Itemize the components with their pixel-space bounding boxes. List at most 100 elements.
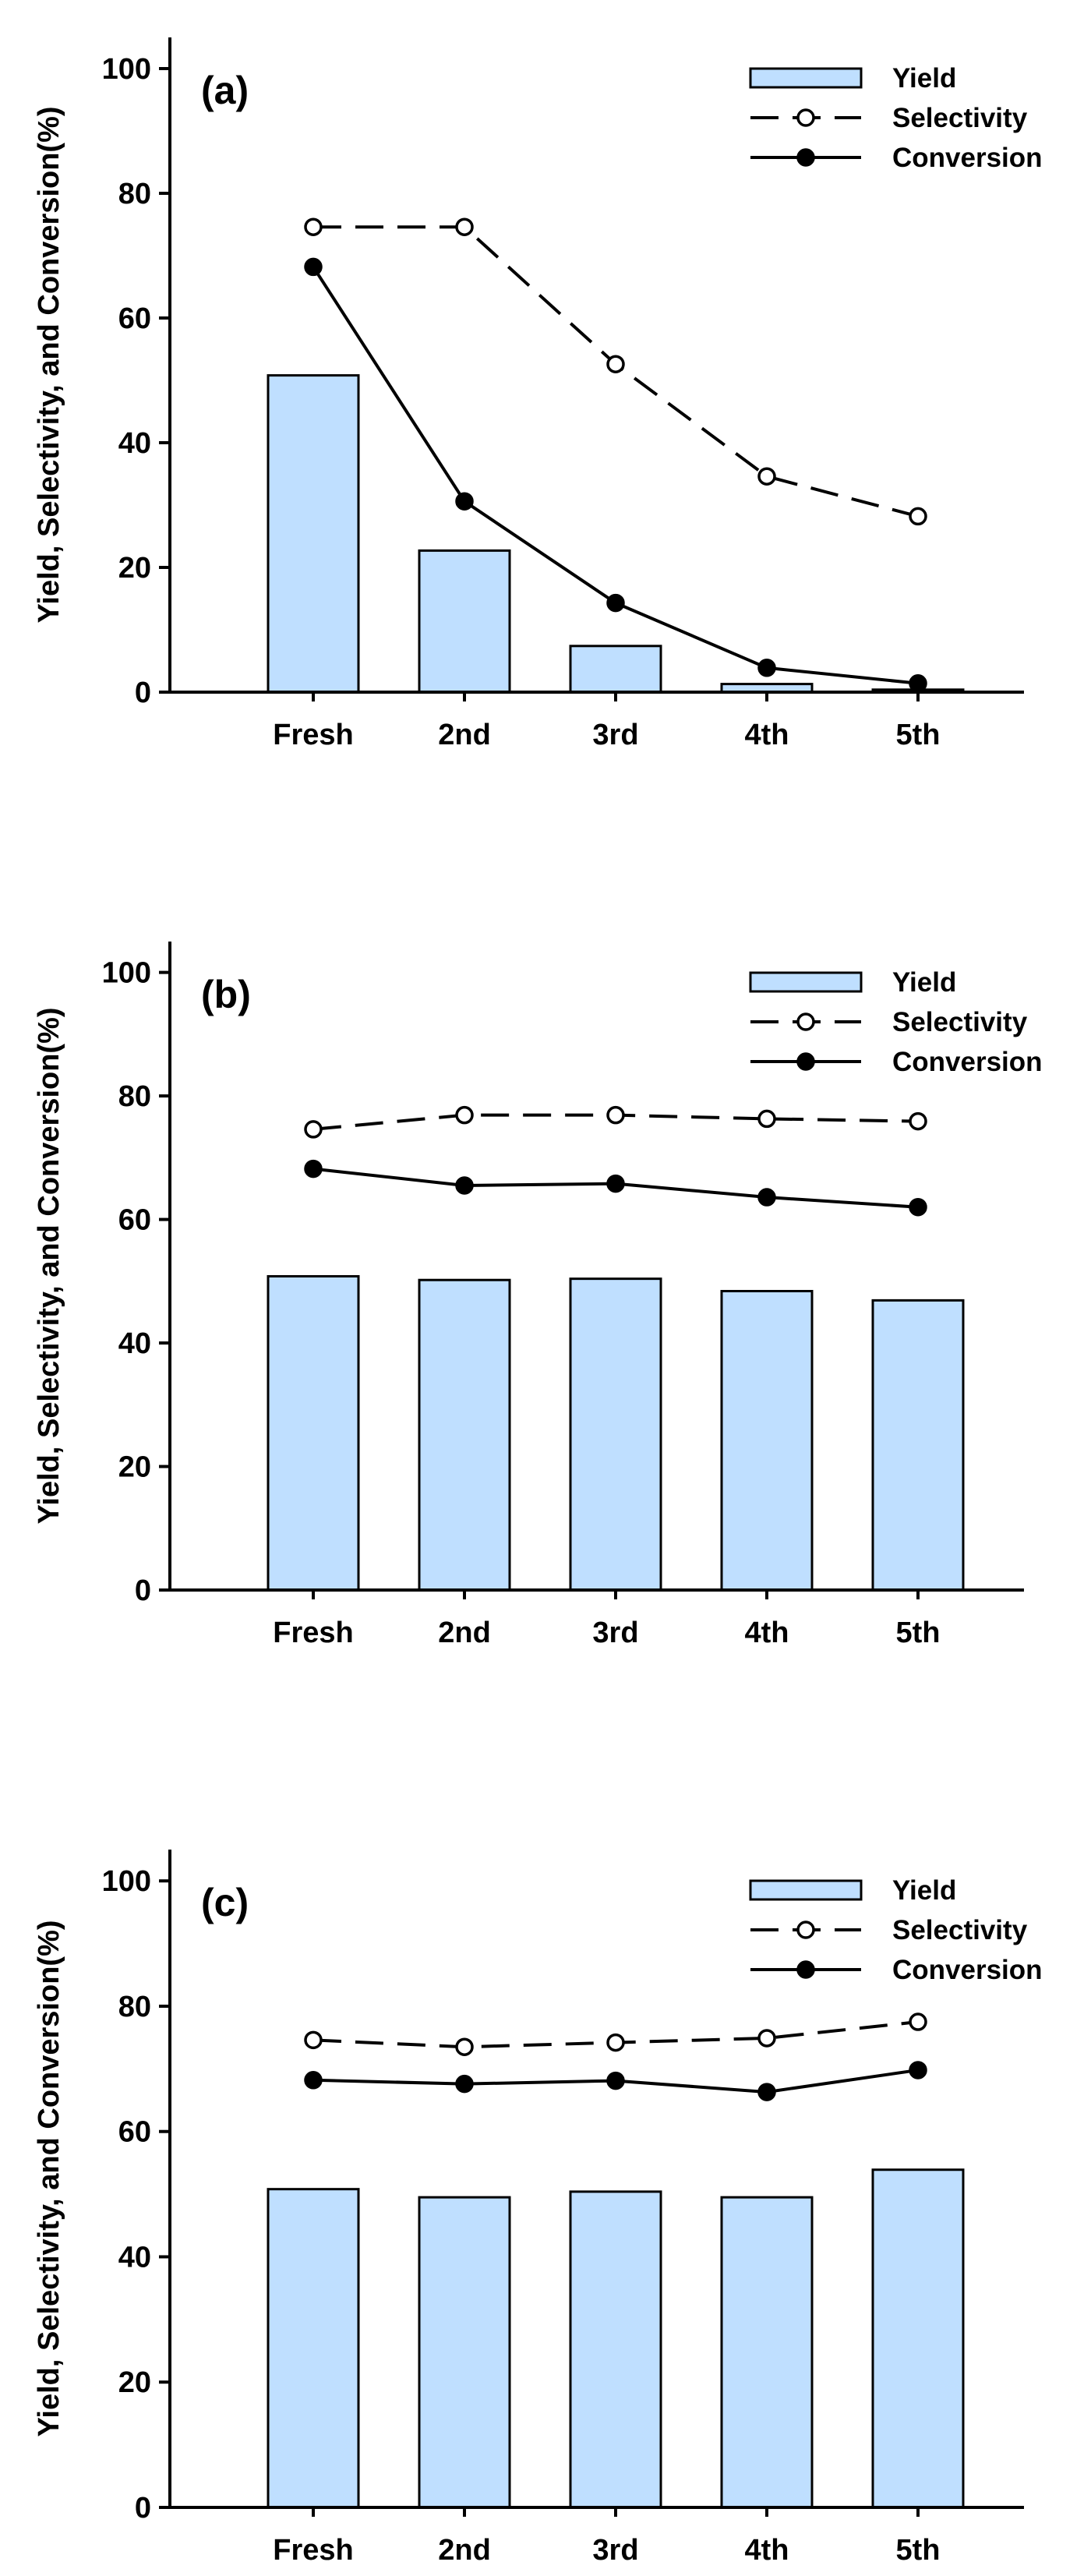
x-tick-label: 2nd	[438, 2534, 491, 2567]
yield-bar	[418, 1278, 511, 1592]
selectivity-point	[455, 2037, 474, 2056]
conversion-point	[304, 257, 323, 277]
y-tick-label: 80	[118, 178, 151, 210]
x-tick-label: 4th	[745, 719, 789, 751]
conversion-point	[455, 492, 474, 511]
legend-selectivity-marker	[796, 1012, 815, 1031]
conversion-point	[455, 2074, 474, 2094]
legend-conversion-marker	[796, 1052, 815, 1071]
legend-conversion-label: Conversion	[892, 1955, 1043, 1985]
y-tick-label: 20	[118, 1451, 151, 1484]
selectivity-point	[606, 2033, 625, 2052]
conversion-point	[304, 1159, 323, 1178]
yield-bar	[871, 1299, 965, 1592]
y-tick-label: 60	[118, 1204, 151, 1237]
conversion-point	[757, 1188, 776, 1207]
selectivity-point	[304, 217, 323, 236]
yield-bar	[569, 1277, 662, 1592]
selectivity-point	[304, 2030, 323, 2050]
legend-yield-label: Yield	[892, 967, 956, 998]
selectivity-point	[757, 467, 776, 486]
y-tick-label: 20	[118, 552, 151, 585]
yield-bar	[418, 549, 511, 694]
x-tick-label: Fresh	[273, 719, 353, 751]
selectivity-point	[909, 507, 927, 526]
conversion-point	[757, 2083, 776, 2101]
legend-yield-swatch	[749, 67, 863, 89]
y-tick-label: 100	[102, 957, 151, 990]
legend-conversion-label: Conversion	[892, 1047, 1043, 1077]
yield-bar	[871, 2168, 965, 2509]
legend-conversion-label: Conversion	[892, 143, 1043, 173]
selectivity-point	[606, 1105, 625, 1125]
x-tick-label: 4th	[745, 1617, 789, 1649]
legend-selectivity-marker	[796, 108, 815, 127]
x-tick-label: 2nd	[438, 719, 491, 751]
legend-yield-label: Yield	[892, 1875, 956, 1906]
selectivity-point	[757, 2029, 776, 2048]
y-tick-label: 40	[118, 1327, 151, 1360]
y-tick-label: 40	[118, 2241, 151, 2274]
legend-conversion-marker	[796, 1960, 815, 1979]
legend-conversion-marker	[796, 148, 815, 167]
yield-bar	[418, 2196, 511, 2509]
conversion-point	[606, 593, 625, 613]
y-tick-label: 60	[118, 2116, 151, 2149]
y-tick-label: 100	[102, 53, 151, 86]
legend-yield-label: Yield	[892, 63, 956, 94]
conversion-point	[304, 2071, 323, 2090]
conversion-point	[909, 2061, 927, 2080]
yield-bar	[267, 1274, 360, 1592]
conversion-line	[312, 266, 919, 685]
yield-bar	[267, 374, 360, 694]
y-axis-label: Yield, Selectivity, and Conversion(%)	[33, 1920, 65, 2436]
conversion-point	[909, 1197, 927, 1217]
conversion-point	[455, 1176, 474, 1195]
yield-bar	[720, 2196, 814, 2509]
y-axis-label: Yield, Selectivity, and Conversion(%)	[33, 1007, 65, 1524]
legend-yield-swatch	[749, 1879, 863, 1901]
y-tick-label: 0	[135, 1574, 151, 1607]
y-tick-label: 80	[118, 1080, 151, 1113]
chart-panel-3: 0 20 40 60 80 100 Fresh 2nd 3rd 4th 5th Yield, Sele…	[33, 1850, 1043, 2567]
yield-bar	[569, 645, 662, 694]
x-tick-label: 3rd	[592, 1617, 638, 1649]
x-tick-label: Fresh	[273, 2534, 353, 2567]
legend-selectivity-label: Selectivity	[892, 103, 1028, 133]
selectivity-point	[304, 1120, 323, 1139]
y-tick-label: 0	[135, 2492, 151, 2525]
x-tick-label: 3rd	[592, 719, 638, 751]
x-tick-label: 3rd	[592, 2534, 638, 2567]
conversion-point	[909, 674, 927, 693]
selectivity-point	[455, 217, 474, 236]
y-tick-label: 60	[118, 302, 151, 335]
selectivity-point	[909, 2012, 927, 2031]
legend-selectivity-label: Selectivity	[892, 1007, 1028, 1037]
selectivity-point	[455, 1105, 474, 1125]
y-axis-label: Yield, Selectivity, and Conversion(%)	[33, 106, 65, 623]
yield-bar	[720, 1289, 814, 1592]
y-tick-label: 20	[118, 2366, 151, 2399]
yield-bar	[267, 2188, 360, 2509]
y-tick-label: 100	[102, 1865, 151, 1898]
legend-selectivity-marker	[796, 1921, 815, 1939]
x-tick-label: 5th	[896, 2534, 941, 2567]
y-tick-label: 40	[118, 427, 151, 460]
legend-yield-swatch	[749, 971, 863, 993]
selectivity-point	[757, 1109, 776, 1129]
panel-label: (a)	[201, 69, 249, 112]
x-tick-label: 4th	[745, 2534, 789, 2567]
conversion-point	[757, 659, 776, 677]
y-tick-label: 0	[135, 677, 151, 709]
selectivity-point	[606, 355, 625, 373]
panel-label: (c)	[201, 1881, 249, 1924]
yield-bar	[569, 2190, 662, 2509]
selectivity-point	[909, 1111, 927, 1131]
chart-panel-2: 0 20 40 60 80 100 Fresh 2nd 3rd 4th 5th Yield, Sele…	[33, 942, 1043, 1649]
panel-label: (b)	[201, 973, 251, 1016]
conversion-point	[606, 2071, 625, 2090]
x-tick-label: 5th	[896, 719, 941, 751]
legend-selectivity-label: Selectivity	[892, 1915, 1028, 1945]
x-tick-label: 5th	[896, 1617, 941, 1649]
